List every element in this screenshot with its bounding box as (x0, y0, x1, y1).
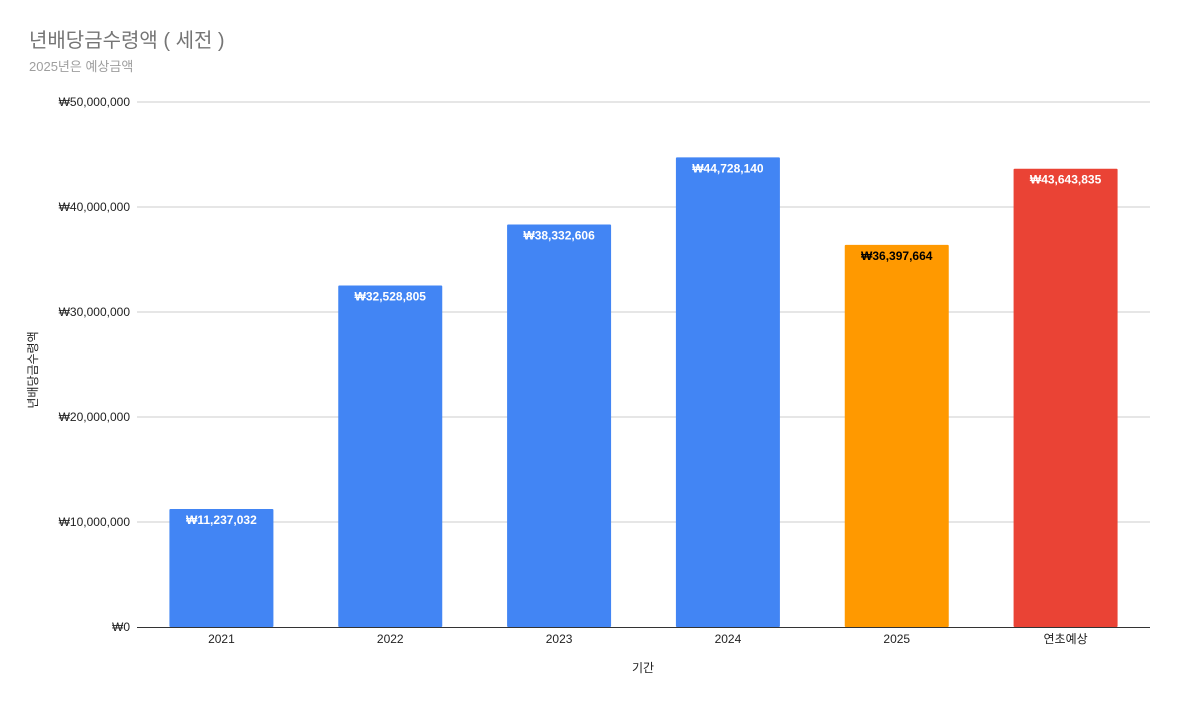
bar (169, 509, 274, 627)
y-tick-label: ₩40,000,000 (59, 200, 131, 214)
chart-title: 년배당금수령액 ( 세전 ) (29, 29, 225, 52)
x-tick-label: 연초예상 (1043, 632, 1087, 646)
y-axis-ticks: ₩0 ₩10,000,000 ₩20,000,000 ₩30,000,000 ₩40,0… (59, 95, 131, 634)
x-tick-label: 2021 (208, 632, 235, 646)
data-label: ₩32,528,805 (355, 289, 427, 303)
x-axis-label: 기간 (632, 661, 654, 675)
bar (675, 157, 780, 627)
bar (844, 244, 949, 627)
x-axis-ticks: 2021 2022 2023 2024 2025 연초예상 (208, 632, 1088, 646)
y-axis-label: 년배당금수령액 (26, 331, 40, 408)
bar (338, 285, 443, 627)
x-tick-label: 2023 (546, 632, 573, 646)
bars (169, 157, 1118, 627)
data-label: ₩36,397,664 (861, 249, 933, 263)
data-label: ₩44,728,140 (692, 161, 764, 175)
x-tick-label: 2025 (883, 632, 910, 646)
bar (507, 224, 612, 627)
y-tick-label: ₩20,000,000 (59, 410, 131, 424)
y-tick-label: ₩10,000,000 (59, 515, 131, 529)
y-tick-label: ₩50,000,000 (59, 95, 131, 109)
x-tick-label: 2022 (377, 632, 404, 646)
data-labels: ₩11,237,032 ₩32,528,805 ₩38,332,606 ₩44,728… (186, 161, 1102, 527)
chart-subtitle: 2025년은 예상금액 (29, 59, 133, 74)
gridlines (137, 101, 1150, 523)
data-label: ₩38,332,606 (523, 229, 595, 243)
bar (1013, 168, 1118, 627)
x-tick-label: 2024 (715, 632, 742, 646)
y-tick-label: ₩30,000,000 (59, 305, 131, 319)
data-label: ₩11,237,032 (186, 513, 257, 527)
data-label: ₩43,643,835 (1030, 173, 1102, 187)
y-tick-label: ₩0 (112, 620, 130, 634)
